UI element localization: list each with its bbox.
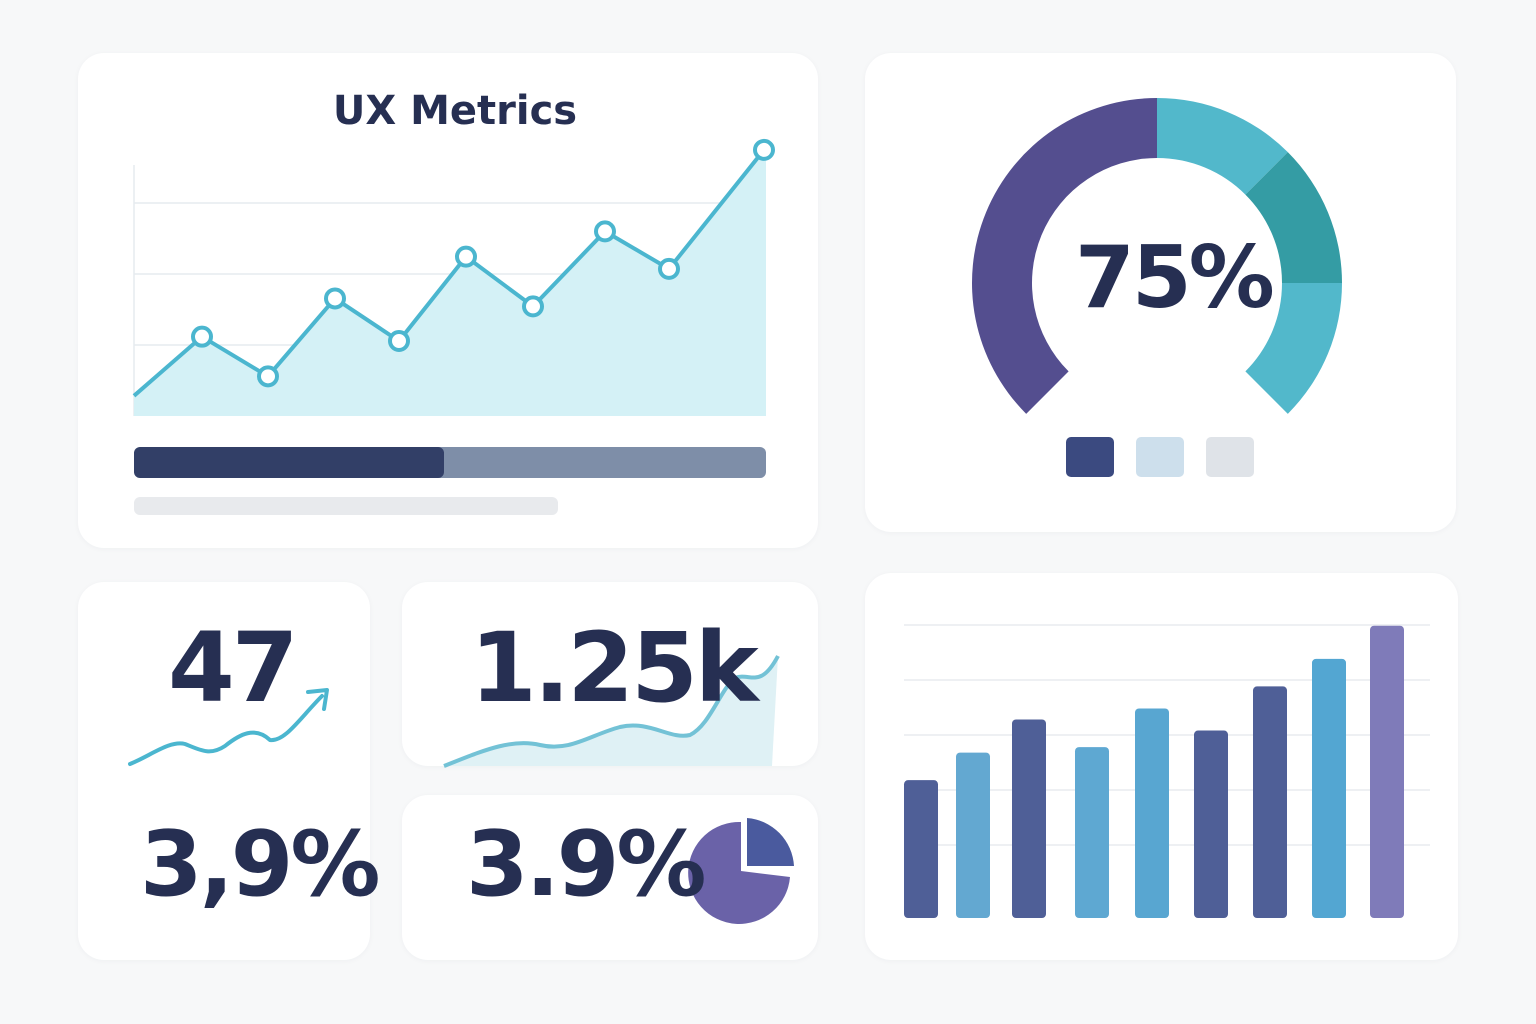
data-point bbox=[753, 138, 775, 161]
area-fill bbox=[134, 149, 766, 416]
placeholder-bar bbox=[134, 497, 558, 515]
bar-4 bbox=[1075, 747, 1109, 918]
bar-7 bbox=[1253, 686, 1287, 918]
data-point bbox=[257, 365, 279, 388]
gauge-segment-4 bbox=[1245, 283, 1342, 414]
pie-icon-main bbox=[688, 821, 790, 924]
sparkline-line bbox=[443, 655, 780, 768]
gauge-value: 75% bbox=[1075, 228, 1275, 328]
legend-swatch-3 bbox=[1206, 437, 1254, 477]
sparkline-area bbox=[444, 656, 778, 766]
bar-2 bbox=[956, 752, 990, 918]
legend-swatch-1 bbox=[1066, 437, 1114, 477]
gauge-segment-1 bbox=[972, 98, 1157, 414]
data-point bbox=[522, 295, 544, 318]
progress-fill bbox=[134, 447, 444, 478]
legend-swatch-2 bbox=[1136, 437, 1184, 477]
bar-8 bbox=[1312, 658, 1346, 918]
bar-3 bbox=[1012, 719, 1046, 918]
data-point bbox=[455, 245, 477, 268]
kpi-3-9-comma: 3,9% bbox=[140, 812, 381, 917]
kpi-1-25k: 1.25k bbox=[470, 612, 759, 724]
data-point bbox=[191, 325, 213, 348]
data-point bbox=[594, 220, 616, 243]
kpi-card-47 bbox=[78, 582, 370, 960]
chart-title: UX Metrics bbox=[332, 88, 578, 134]
bar-9 bbox=[1370, 625, 1404, 918]
bar-5 bbox=[1135, 708, 1169, 918]
kpi-47: 47 bbox=[168, 612, 299, 724]
gauge-segment-3 bbox=[1245, 152, 1342, 283]
bar-1 bbox=[904, 780, 938, 918]
gauge-legend bbox=[1066, 437, 1254, 477]
bar-6 bbox=[1194, 730, 1228, 918]
progress-bar[interactable] bbox=[134, 447, 766, 478]
series-line bbox=[132, 148, 766, 398]
data-point bbox=[388, 330, 410, 353]
gauge-segment-2 bbox=[1157, 98, 1288, 195]
kpi-3-9-dot: 3.9% bbox=[466, 812, 707, 917]
data-point bbox=[324, 287, 346, 310]
pie-icon-slice bbox=[747, 818, 794, 866]
data-point bbox=[658, 257, 680, 280]
trend-sparkline bbox=[128, 694, 324, 766]
trend-up-arrow-icon bbox=[306, 688, 329, 711]
